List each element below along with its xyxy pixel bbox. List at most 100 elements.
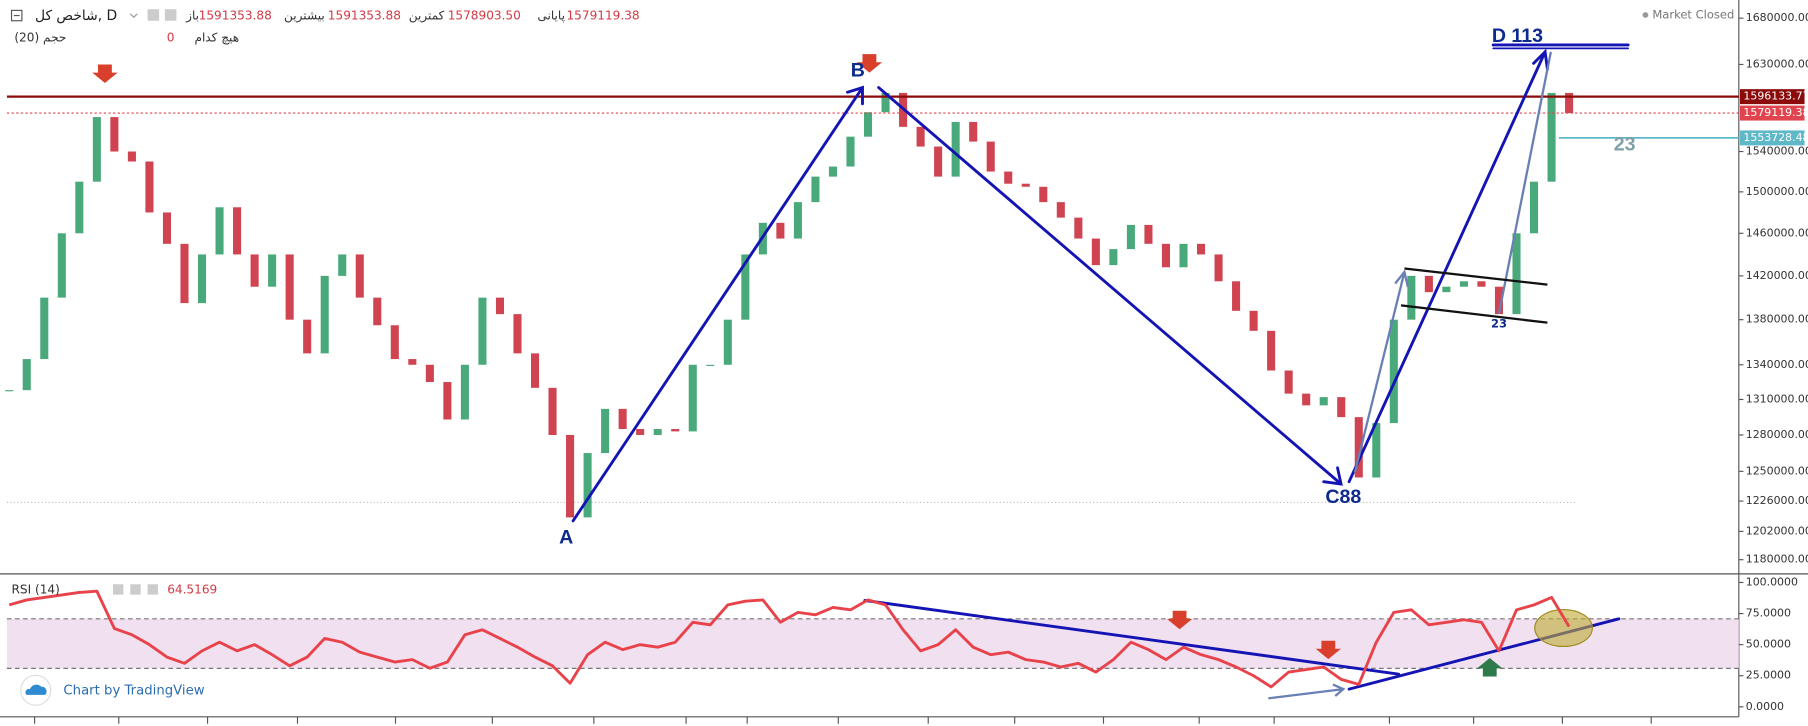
candle bbox=[320, 275, 329, 354]
y-tick-label: 25.0000 bbox=[1746, 669, 1791, 682]
down-arrow bbox=[1315, 640, 1342, 660]
chevron[interactable] bbox=[129, 13, 138, 19]
legend-label: باز bbox=[185, 9, 199, 24]
candle bbox=[530, 353, 540, 388]
annotation: 23 bbox=[1614, 133, 1636, 155]
candle bbox=[1337, 397, 1346, 418]
y-tick-label: 50.0000 bbox=[1746, 638, 1791, 651]
candle bbox=[110, 117, 119, 152]
rsi-trend bbox=[863, 598, 1401, 676]
candle bbox=[601, 408, 610, 454]
candle bbox=[268, 254, 277, 287]
candle bbox=[1039, 186, 1048, 203]
y-tick-label: 1180000.00 bbox=[1746, 553, 1808, 566]
candle bbox=[1512, 233, 1521, 315]
legend-label: کمترین bbox=[409, 9, 445, 24]
candle bbox=[460, 364, 469, 420]
candle bbox=[390, 325, 399, 360]
candle bbox=[828, 166, 838, 177]
candle bbox=[127, 151, 136, 162]
y-tick-label: 75.0000 bbox=[1746, 607, 1791, 620]
candle bbox=[1477, 281, 1486, 287]
candle bbox=[1179, 243, 1188, 268]
channel-top bbox=[1404, 267, 1548, 286]
legend-value: 1591353.88 bbox=[199, 9, 272, 23]
rsi-value: 64.5169 bbox=[167, 583, 217, 597]
volume-value: 0 bbox=[167, 31, 175, 45]
annotation: B bbox=[851, 60, 865, 82]
candle bbox=[653, 429, 662, 435]
candle bbox=[162, 212, 171, 244]
candle bbox=[145, 161, 154, 213]
down-arrow bbox=[92, 64, 118, 83]
annotation: A bbox=[559, 526, 573, 548]
candle bbox=[1126, 224, 1135, 250]
candle bbox=[1161, 243, 1171, 268]
rsi-arrow bbox=[1268, 687, 1344, 700]
candle bbox=[75, 181, 84, 234]
icon[interactable] bbox=[147, 584, 158, 595]
annotation: C88 bbox=[1325, 486, 1361, 508]
arrow-head bbox=[1332, 683, 1346, 697]
candle bbox=[22, 359, 31, 391]
y-tick-label: 1630000.00 bbox=[1746, 57, 1808, 70]
candle bbox=[425, 364, 434, 383]
wave-bc bbox=[877, 86, 1343, 486]
icon[interactable] bbox=[113, 584, 124, 595]
rsi-title: RSI (14) bbox=[12, 583, 60, 597]
candle bbox=[583, 453, 592, 518]
y-tick-label: 100.0000 bbox=[1746, 576, 1798, 589]
candle bbox=[1074, 217, 1083, 239]
candle bbox=[180, 243, 189, 304]
candle bbox=[1091, 238, 1100, 266]
annotation: D 113 bbox=[1492, 25, 1543, 47]
channel bbox=[1400, 267, 1548, 324]
y-tick-label: 1500000.00 bbox=[1746, 185, 1808, 198]
icon[interactable] bbox=[164, 9, 177, 21]
candle bbox=[811, 176, 820, 203]
icon[interactable] bbox=[147, 9, 160, 21]
candle bbox=[233, 207, 242, 255]
down-arrow bbox=[1166, 610, 1193, 630]
price-label: 1596133.77 bbox=[1743, 90, 1808, 103]
collapse-icon[interactable] bbox=[10, 9, 23, 22]
legend-label: پایانی bbox=[537, 9, 565, 23]
sub-waves bbox=[1268, 51, 1552, 700]
candle bbox=[215, 207, 224, 255]
y-tick-label: 1202000.00 bbox=[1746, 524, 1808, 537]
candle bbox=[1529, 181, 1539, 234]
arrow-head bbox=[846, 85, 864, 106]
candle bbox=[548, 387, 557, 435]
candle bbox=[1056, 202, 1065, 218]
down-arrow bbox=[856, 54, 883, 73]
candle bbox=[1565, 92, 1574, 114]
legend-value: 1578903.50 bbox=[448, 9, 521, 23]
y-tick-label: 1280000.00 bbox=[1746, 428, 1808, 441]
candle bbox=[92, 117, 101, 182]
candle bbox=[881, 92, 890, 113]
channel-bottom bbox=[1400, 304, 1548, 324]
candle bbox=[776, 222, 785, 239]
candle bbox=[250, 254, 259, 287]
candle bbox=[1267, 330, 1276, 371]
candle bbox=[1302, 393, 1311, 406]
price-label-box bbox=[1739, 130, 1805, 146]
volume-label: حجم (20) bbox=[14, 31, 66, 45]
price-label: 1553728.48 bbox=[1743, 131, 1808, 144]
credit[interactable]: Chart by TradingView bbox=[63, 683, 204, 698]
status-dot bbox=[1642, 12, 1649, 18]
candle bbox=[1232, 281, 1241, 311]
y-tick-label: 1680000.00 bbox=[1746, 11, 1808, 24]
candle bbox=[1407, 275, 1416, 320]
candle bbox=[1284, 370, 1293, 394]
candle bbox=[671, 429, 680, 432]
icon[interactable] bbox=[130, 584, 141, 595]
candle bbox=[1547, 92, 1556, 182]
rsi-band bbox=[6, 618, 1739, 669]
candle bbox=[934, 146, 943, 177]
candle bbox=[478, 297, 487, 365]
candle bbox=[197, 254, 207, 304]
candle bbox=[618, 408, 627, 430]
